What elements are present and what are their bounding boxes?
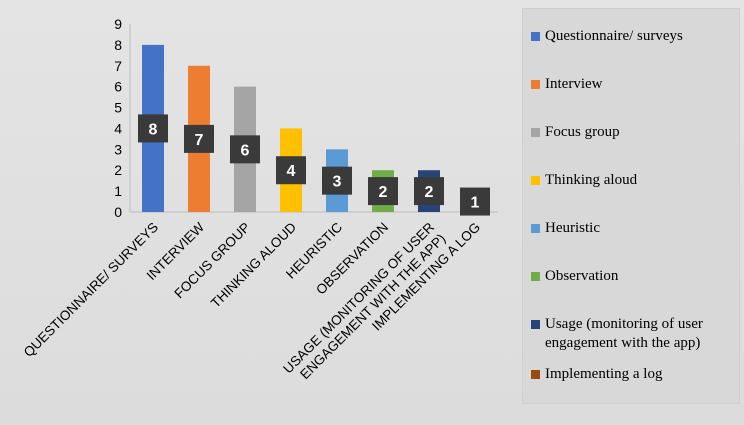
legend-label: Usage (monitoring of user engagement wit… (545, 316, 703, 351)
y-tick-label: 2 (114, 162, 122, 178)
data-label-text: 4 (287, 163, 296, 180)
y-tick-label: 4 (114, 120, 122, 136)
data-label: 8 (138, 114, 168, 143)
legend-label: Interview (545, 76, 603, 92)
legend-swatch (531, 320, 540, 329)
legend-item: Heuristic (531, 219, 737, 238)
data-label-box (276, 156, 306, 185)
legend-swatch (531, 32, 540, 41)
category-label: QUESTIONNAIRE/ SURVEYS (21, 220, 161, 360)
y-axis-ticks: 0 1 2 3 4 5 6 7 8 9 (114, 16, 122, 220)
category-label: THINKING ALOUD (208, 219, 299, 310)
data-label-box (414, 177, 444, 206)
legend-swatch (531, 80, 540, 89)
data-label-box (184, 124, 214, 153)
data-label: 1 (460, 187, 490, 216)
data-label-text: 8 (149, 121, 158, 138)
legend-item: Observation (531, 267, 737, 286)
legend-item: Questionnaire/ surveys (531, 27, 737, 46)
legend-label: Thinking aloud (545, 172, 638, 188)
data-label-box (230, 135, 260, 164)
data-label: 4 (276, 156, 306, 185)
data-label: 6 (230, 135, 260, 164)
legend: Questionnaire/ surveys Interview Focus gro… (522, 8, 740, 404)
category-label-line: THINKING ALOUD (208, 219, 299, 310)
y-tick-label: 1 (114, 183, 122, 199)
legend-item: Focus group (531, 123, 737, 142)
legend-swatch (531, 224, 540, 233)
data-labels: 8 7 6 4 3 2 2 1 (138, 114, 490, 216)
bar-chart: 0 1 2 3 4 5 6 7 8 9 8 7 6 4 3 2 2 1 QUESTIONNAIRE/ SURVE… (21, 16, 498, 382)
legend-swatch (531, 272, 540, 281)
legend-label: Implementing a log (545, 366, 663, 382)
data-label-text: 3 (333, 174, 342, 191)
data-label: 3 (322, 166, 352, 195)
data-label: 2 (414, 177, 444, 206)
data-label-text: 6 (241, 142, 250, 159)
legend-swatch (531, 128, 540, 137)
y-tick-label: 7 (114, 58, 122, 74)
legend-swatch (531, 176, 540, 185)
data-label-box (138, 114, 168, 143)
legend-item: Usage (monitoring of user engagement wit… (531, 315, 737, 353)
y-tick-label: 8 (114, 37, 122, 53)
data-label-box (368, 177, 398, 206)
data-label-box (460, 187, 490, 216)
legend-label: Heuristic (545, 220, 600, 236)
data-label-text: 1 (471, 195, 480, 212)
y-tick-label: 6 (114, 79, 122, 95)
legend-label: Questionnaire/ surveys (545, 28, 683, 44)
legend-label: Observation (545, 268, 619, 284)
data-label: 7 (184, 124, 214, 153)
data-label-box (322, 166, 352, 195)
data-label-text: 2 (425, 184, 434, 201)
legend-item: Thinking aloud (531, 171, 737, 190)
y-tick-label: 0 (114, 204, 122, 220)
legend-item: Implementing a log (531, 365, 737, 384)
legend-item: Interview (531, 75, 737, 94)
data-label-text: 7 (195, 132, 204, 149)
data-label-text: 2 (379, 184, 388, 201)
category-label-line: QUESTIONNAIRE/ SURVEYS (21, 220, 161, 360)
y-tick-label: 5 (114, 100, 122, 116)
legend-label: Focus group (545, 124, 620, 140)
legend-swatch (531, 370, 540, 379)
y-tick-label: 3 (114, 141, 122, 157)
y-tick-label: 9 (114, 16, 122, 32)
data-label: 2 (368, 177, 398, 206)
